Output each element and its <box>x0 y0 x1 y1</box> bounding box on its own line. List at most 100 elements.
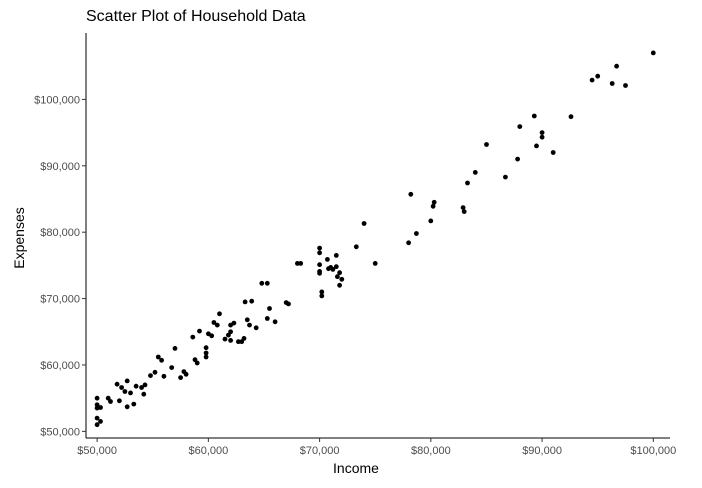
data-point <box>298 261 304 266</box>
data-point <box>159 357 165 363</box>
y-axis-title: Expenses <box>11 207 27 268</box>
data-point <box>614 63 619 69</box>
data-point <box>431 199 437 205</box>
y-tick-label: $50,000 <box>40 426 80 438</box>
data-point <box>414 231 419 236</box>
data-point <box>589 77 595 83</box>
data-point <box>333 264 339 270</box>
data-point <box>133 383 139 389</box>
data-point <box>317 270 322 276</box>
x-tick-label: $80,000 <box>411 445 451 457</box>
data-point <box>550 150 556 155</box>
data-point <box>333 253 339 258</box>
data-point <box>406 240 411 246</box>
data-point <box>339 276 345 282</box>
data-point <box>408 191 414 197</box>
data-point <box>98 405 103 410</box>
data-point <box>595 73 601 79</box>
data-point <box>465 180 470 186</box>
data-point <box>337 270 342 276</box>
data-point <box>152 369 158 375</box>
data-point <box>222 336 228 342</box>
data-point <box>531 113 537 119</box>
data-point <box>272 319 278 325</box>
data-point <box>131 401 137 407</box>
data-point <box>194 360 200 366</box>
data-point <box>650 50 656 56</box>
data-point <box>461 209 467 215</box>
data-point <box>317 250 322 256</box>
data-point <box>94 422 100 428</box>
data-point <box>515 156 520 162</box>
data-point <box>108 399 113 404</box>
data-point <box>264 280 270 286</box>
data-point <box>98 419 103 424</box>
data-point <box>141 391 147 397</box>
data-point <box>295 261 300 266</box>
data-point <box>353 244 359 250</box>
data-point <box>119 385 124 390</box>
data-point <box>484 142 489 147</box>
data-point <box>169 365 175 370</box>
data-point <box>244 317 250 323</box>
data-point <box>286 301 291 307</box>
data-point <box>203 350 209 356</box>
data-point <box>124 378 130 384</box>
data-point <box>142 382 148 388</box>
data-point <box>117 398 122 404</box>
data-point <box>172 346 178 351</box>
data-point <box>197 328 202 334</box>
data-point <box>335 274 340 280</box>
data-point <box>249 298 255 304</box>
y-tick-label: $60,000 <box>40 360 80 372</box>
data-point <box>122 389 128 394</box>
data-point <box>94 395 100 401</box>
data-point <box>317 245 322 251</box>
x-tick-label: $50,000 <box>77 445 117 457</box>
data-point <box>183 371 189 377</box>
chart-title: Scatter Plot of Household Data <box>86 8 306 25</box>
data-point <box>337 282 342 288</box>
data-point <box>460 205 466 211</box>
data-point <box>214 322 220 328</box>
data-point <box>217 311 222 317</box>
y-tick-label: $70,000 <box>40 294 80 306</box>
data-point <box>539 130 545 136</box>
y-tick-label: $90,000 <box>40 161 80 173</box>
data-point <box>241 336 247 341</box>
y-axis-ticks: $50,000 $60,000 $70,000 $80,000 $90,000 $100,… <box>34 94 86 438</box>
data-point <box>253 325 259 331</box>
data-point <box>539 134 545 140</box>
data-point <box>190 334 196 340</box>
data-point <box>267 306 272 311</box>
data-point <box>372 261 378 266</box>
data-point <box>319 293 325 299</box>
x-tick-label: $100,000 <box>630 445 676 457</box>
x-tick-label: $70,000 <box>300 445 340 457</box>
data-point <box>361 221 367 226</box>
data-point <box>568 114 574 120</box>
data-point <box>259 280 265 286</box>
data-point <box>430 203 436 209</box>
data-point <box>609 81 615 86</box>
data-point <box>325 257 330 262</box>
data-point <box>623 83 628 88</box>
data-point <box>242 299 248 305</box>
x-tick-label: $90,000 <box>522 445 562 457</box>
data-point <box>128 390 133 396</box>
x-axis-title: Income <box>333 460 379 476</box>
data-point <box>94 415 100 421</box>
data-point <box>228 338 234 343</box>
data-point <box>178 375 184 380</box>
data-point <box>94 402 100 408</box>
plot-marks <box>94 50 656 428</box>
data-point <box>139 385 145 390</box>
data-point <box>203 345 209 351</box>
y-tick-label: $80,000 <box>40 227 80 239</box>
data-point <box>203 354 209 360</box>
data-point <box>155 354 161 360</box>
data-point <box>319 289 325 295</box>
data-point <box>317 262 322 268</box>
data-point <box>114 381 120 387</box>
